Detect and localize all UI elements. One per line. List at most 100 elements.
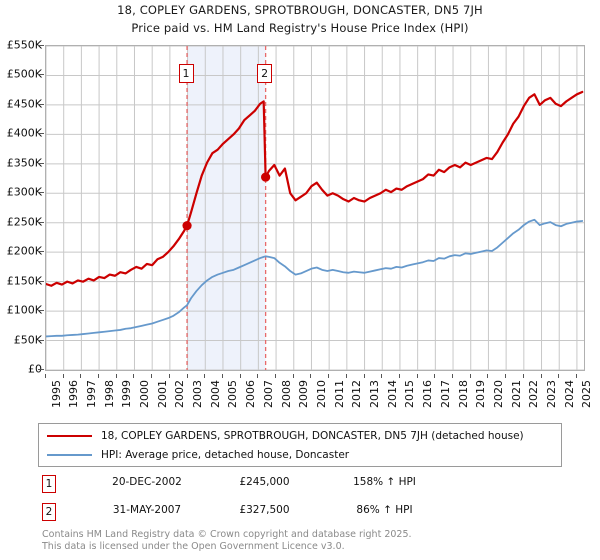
x-axis-tick-label: 2013 — [368, 380, 382, 408]
x-axis-tick — [558, 374, 560, 378]
page-title: 18, COPLEY GARDENS, SPROTBROUGH, DONCAST… — [117, 3, 483, 17]
y-axis-tick-label: £550K — [6, 38, 42, 52]
x-axis-tick-label: 2019 — [474, 380, 488, 408]
x-axis-tick — [257, 374, 259, 378]
chart-marker-1: 1 — [178, 64, 194, 83]
x-axis-tick-label: 2005 — [226, 380, 240, 408]
y-axis-tick-label: £50K — [13, 333, 42, 347]
x-axis-tick — [45, 374, 46, 378]
y-axis-tick — [38, 280, 44, 282]
transaction-hpi-2: 86% ↑ HPI — [356, 504, 413, 516]
chart-marker-2: 2 — [257, 64, 273, 83]
y-axis-tick-label: £200K — [6, 244, 42, 258]
y-axis-tick-label: £400K — [6, 126, 42, 140]
transaction-marker-2: 2 — [42, 503, 56, 521]
x-axis-tick-label: 2009 — [297, 380, 311, 408]
x-axis-tick — [168, 374, 170, 378]
chart-legend: 18, COPLEY GARDENS, SPROTBROUGH, DONCAST… — [38, 423, 562, 467]
x-axis-tick-label: 2021 — [509, 380, 523, 408]
x-axis-tick — [452, 374, 454, 378]
x-axis-tick-label: 2003 — [191, 380, 205, 408]
y-axis-tick-label: £450K — [6, 97, 42, 111]
y-axis-tick — [38, 221, 44, 223]
transaction-date-2: 31-MAY-2007 — [112, 504, 182, 516]
y-axis-tick-label: £0 — [28, 362, 42, 376]
legend-swatch-property — [47, 435, 92, 437]
y-axis-tick — [38, 162, 44, 164]
x-axis-tick-label: 2012 — [350, 380, 364, 408]
y-axis-tick-label: £500K — [6, 67, 42, 81]
x-axis-tick-label: 2016 — [421, 380, 435, 408]
x-axis-tick-label: 2025 — [580, 380, 594, 408]
x-axis-tick — [62, 374, 64, 378]
transaction-marker-1: 1 — [42, 475, 56, 493]
x-axis-tick-label: 2007 — [261, 380, 275, 408]
y-axis-tick — [38, 192, 44, 194]
table-row: 2 31-MAY-2007 £327,500 86% ↑ HPI — [42, 503, 562, 525]
x-axis-tick-label: 2020 — [491, 380, 505, 408]
x-axis-tick — [80, 374, 82, 378]
x-axis-tick-label: 2015 — [403, 380, 417, 408]
y-axis-tick — [38, 74, 44, 76]
x-axis-tick — [363, 374, 365, 378]
x-axis-tick-label: 2022 — [527, 380, 541, 408]
y-axis-tick-label: £100K — [6, 303, 42, 317]
transaction-hpi-1: 158% ↑ HPI — [353, 476, 416, 488]
x-axis-tick-label: 2002 — [173, 380, 187, 408]
x-axis-tick-label: 2008 — [279, 380, 293, 408]
x-axis-tick-label: 1998 — [102, 380, 116, 408]
x-axis-tick-label: 2014 — [385, 380, 399, 408]
x-axis-tick — [151, 374, 153, 378]
x-axis-tick — [328, 374, 330, 378]
x-axis-tick — [275, 374, 277, 378]
x-axis-labels: 1995 1996 1997 1998 1999 2000 2001 2002 2003 2004… — [45, 374, 593, 420]
x-axis-tick — [345, 374, 347, 378]
x-axis-tick-label: 1997 — [84, 380, 98, 408]
x-axis-tick — [540, 374, 542, 378]
x-axis-tick-label: 2006 — [244, 380, 258, 408]
x-axis-tick-label: 2004 — [208, 380, 222, 408]
x-axis-tick — [239, 374, 241, 378]
x-axis-tick-label: 2018 — [456, 380, 470, 408]
x-axis-tick-label: 2011 — [332, 380, 346, 408]
footer-line-1: Contains HM Land Registry data © Crown c… — [42, 529, 412, 540]
x-axis-tick-label: 1995 — [49, 380, 63, 408]
x-axis-tick — [469, 374, 471, 378]
x-axis-tick-label: 2000 — [137, 380, 151, 408]
x-axis-tick-label: 1996 — [67, 380, 81, 408]
y-axis-tick — [38, 251, 44, 253]
y-axis-tick — [38, 45, 44, 46]
x-axis-tick-label: 2001 — [155, 380, 169, 408]
x-axis-tick — [505, 374, 507, 378]
table-row: 1 20-DEC-2002 £245,000 158% ↑ HPI — [42, 475, 562, 497]
y-axis-tick — [38, 103, 44, 105]
footer: Contains HM Land Registry data © Crown c… — [42, 529, 582, 552]
x-axis-tick — [310, 374, 312, 378]
y-axis-tick-label: £300K — [6, 185, 42, 199]
y-axis-tick-label: £250K — [6, 215, 42, 229]
x-axis-tick — [221, 374, 223, 378]
x-axis-tick-label: 1999 — [120, 380, 134, 408]
y-axis-tick — [38, 133, 44, 135]
x-axis-tick — [575, 374, 577, 378]
legend-label-hpi: HPI: Average price, detached house, Donc… — [101, 449, 350, 461]
legend-item-property: 18, COPLEY GARDENS, SPROTBROUGH, DONCAST… — [47, 426, 524, 446]
y-axis-tick — [38, 339, 44, 341]
x-axis-tick — [522, 374, 524, 378]
footer-line-2: This data is licensed under the Open Gov… — [42, 540, 345, 552]
x-axis-tick-label: 2010 — [314, 380, 328, 408]
x-axis-tick — [416, 374, 418, 378]
x-axis-tick — [204, 374, 206, 378]
y-axis-labels: £0 £50K £100K £150K £200K £250K £300K £350K £400… — [0, 39, 44, 376]
chart-plot-area — [45, 45, 585, 371]
y-axis-tick-label: £350K — [6, 156, 42, 170]
legend-item-hpi: HPI: Average price, detached house, Donc… — [47, 445, 349, 465]
x-axis-tick — [434, 374, 436, 378]
transaction-price-1: £245,000 — [239, 476, 290, 488]
x-axis-tick — [487, 374, 489, 378]
legend-label-property: 18, COPLEY GARDENS, SPROTBROUGH, DONCAST… — [101, 430, 524, 442]
transaction-date-1: 20-DEC-2002 — [112, 476, 182, 488]
page-subtitle: Price paid vs. HM Land Registry's House … — [131, 21, 469, 35]
transaction-price-2: £327,500 — [239, 504, 290, 516]
